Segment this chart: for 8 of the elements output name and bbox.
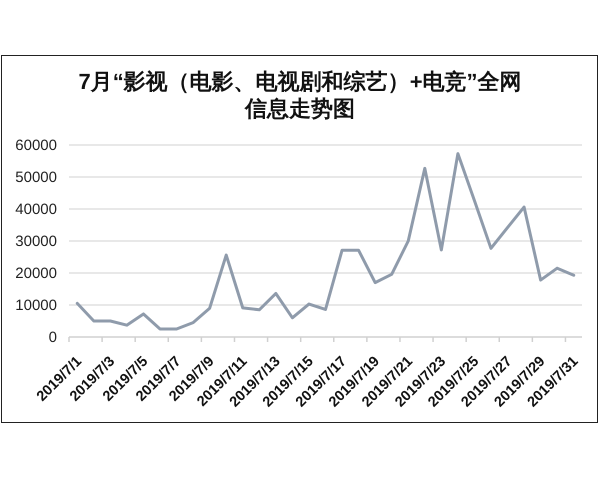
title: 7月“影视（电影、电视剧和综艺）+电竞”全网信息走势图 [77,68,523,122]
ytick-label: 10000 [15,297,57,314]
ytick-label: 30000 [15,233,57,250]
ytick-label: 20000 [15,265,57,282]
ytick-label: 0 [48,329,57,346]
ytick-label: 60000 [15,137,57,154]
ytick-label: 40000 [15,201,57,218]
ytick-label: 50000 [15,169,57,186]
